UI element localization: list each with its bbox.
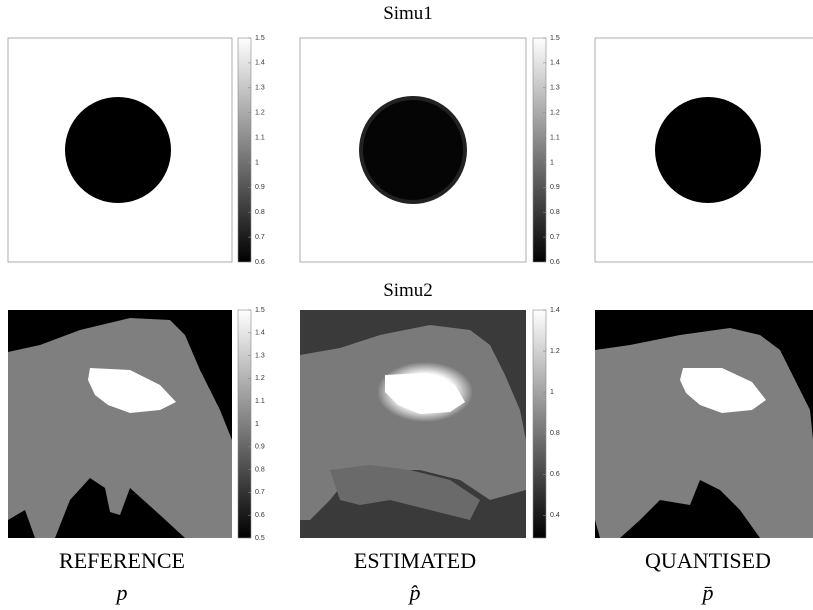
colorbar-tick-label: 1.5 (255, 35, 265, 42)
column-label: ESTIMATED (354, 548, 476, 573)
column-label: QUANTISED (645, 548, 771, 573)
colorbar-tick-label: 1.5 (255, 307, 265, 314)
colorbar-tick-label: 0.8 (550, 209, 560, 216)
column-symbol: p (115, 580, 128, 605)
colorbar (532, 37, 547, 263)
colorbar (532, 309, 547, 539)
colorbar-tick-label: 1.5 (550, 35, 560, 42)
colorbar-tick-label: 0.8 (550, 430, 560, 437)
colorbar-tick-label: 1 (550, 389, 554, 396)
colorbar-tick-label: 1.3 (550, 85, 560, 92)
colorbar-tick-label: 1.3 (255, 85, 265, 92)
colorbar-tick-label: 1 (255, 159, 259, 166)
colorbar-tick-label: 0.7 (550, 234, 560, 241)
colorbar-tick-label: 1.3 (255, 352, 265, 359)
image-reference-simu2 (8, 310, 232, 538)
colorbar-tick-label: 1.2 (550, 348, 560, 355)
colorbar-tick-label: 0.4 (550, 512, 560, 519)
colorbars: 0.6 0.7 0.8 0.9 1 1.1 1.2 1.3 1.4 1.5 0.6 0.7 0.8 0.9… (237, 35, 560, 542)
colorbar-tick-label: 1.1 (255, 134, 265, 141)
row-title: Simu2 (383, 280, 433, 301)
colorbar-tick-label: 1.4 (255, 330, 265, 337)
colorbar-tick-label: 1.2 (255, 110, 265, 117)
image-quantised-simu2 (595, 310, 813, 538)
colorbar-tick-label: 0.6 (550, 259, 560, 266)
column-symbol: p̂ (408, 580, 421, 605)
colorbar-tick-label: 1.1 (550, 134, 560, 141)
colorbar-tick-label: 1.1 (255, 398, 265, 405)
colorbar-tick-label: 1.2 (550, 110, 560, 117)
colorbar-tick-label: 1.4 (550, 60, 560, 67)
colorbar-tick-label: 0.5 (255, 535, 265, 542)
colorbar-tick-label: 1.4 (255, 60, 265, 67)
image-estimated-simu1 (299, 37, 527, 263)
colorbar-tick-label: 0.6 (550, 471, 560, 478)
colorbar-tick-label: 0.6 (255, 259, 265, 266)
image-estimated-simu2 (300, 310, 526, 538)
colorbar-tick-label: 0.9 (550, 184, 560, 191)
image-quantised-simu1 (594, 37, 813, 263)
colorbar-tick-label: 0.8 (255, 466, 265, 473)
colorbar-tick-label: 1.4 (550, 307, 560, 314)
colorbar (237, 37, 252, 263)
row-title: Simu1 (383, 3, 433, 24)
colorbar-tick-label: 0.7 (255, 234, 265, 241)
column-symbol: p̄ (701, 580, 714, 605)
colorbar-tick-label: 1.2 (255, 375, 265, 382)
column-label: REFERENCE (59, 548, 185, 573)
colorbar-tick-label: 0.7 (255, 489, 265, 496)
colorbar-tick-label: 0.9 (255, 444, 265, 451)
colorbar-tick-label: 1 (255, 421, 259, 428)
colorbar-tick-label: 0.9 (255, 184, 265, 191)
colorbar-tick-label: 0.6 (255, 512, 265, 519)
colorbar-tick-label: 0.8 (255, 209, 265, 216)
colorbar-tick-label: 1 (550, 159, 554, 166)
image-reference-simu1 (7, 37, 233, 263)
